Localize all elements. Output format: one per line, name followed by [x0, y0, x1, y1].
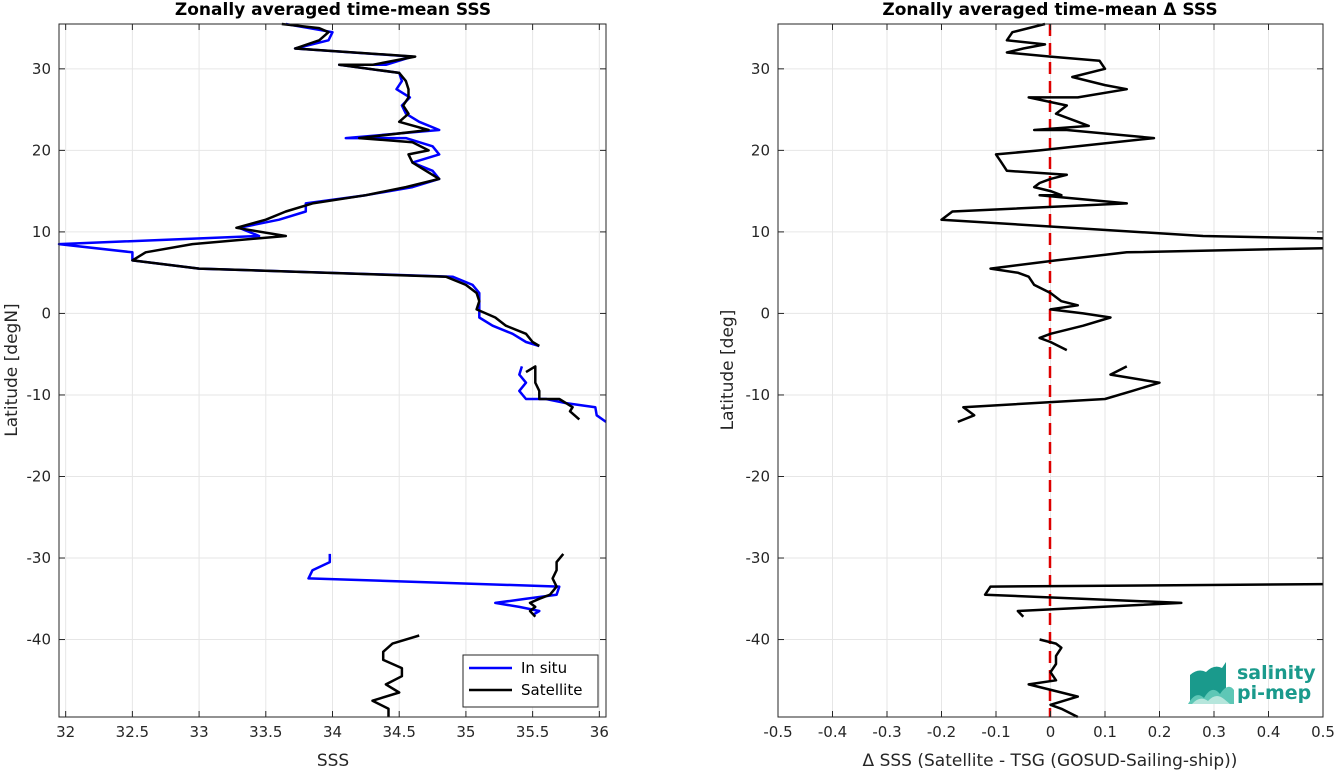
- sss-y-tick-label: -20: [27, 467, 52, 485]
- delta-sss-series-delta-line: [940, 22, 1324, 240]
- sss-ticks: 32 32.5 33 33.5 34 34.5 35 35.5 36 -40 -30 -20 -10 0 1…: [27, 24, 609, 741]
- sss-x-axis-label: SSS: [317, 751, 349, 770]
- delta-sss-panel: Zonally averaged time-mean Δ SSS -0.5 -0.…: [718, 0, 1335, 770]
- legend: In situ Satellite: [462, 654, 599, 708]
- sss-x-tick-label: 35.5: [516, 723, 549, 741]
- delta-sss-x-tick-label: -0.1: [981, 723, 1010, 741]
- sss-y-tick-label: -40: [27, 631, 52, 649]
- delta-sss-x-axis-label: Δ SSS (Satellite - TSG (GOSUD-Sailing-sh…: [863, 751, 1238, 770]
- sss-series-in-situ-line: [518, 366, 607, 423]
- legend-satellite-label: Satellite: [521, 681, 582, 699]
- legend-in-situ-label: In situ: [521, 659, 567, 677]
- delta-sss-x-tick-label: -0.3: [872, 723, 901, 741]
- delta-sss-x-tick-label: -0.4: [818, 723, 847, 741]
- sss-grid: [59, 24, 606, 717]
- delta-sss-y-tick-label: -30: [746, 549, 771, 567]
- delta-sss-x-tick-label: -0.2: [927, 723, 956, 741]
- legend-box: [462, 654, 599, 708]
- logo-text-line2: pi-mep: [1237, 682, 1311, 704]
- sss-y-tick-label: -10: [27, 386, 52, 404]
- sss-x-tick-label: 36: [590, 723, 609, 741]
- delta-sss-series-delta-line: [989, 246, 1324, 352]
- sss-series-satellite-line: [131, 22, 540, 348]
- delta-sss-y-tick-label: -20: [746, 467, 771, 485]
- delta-sss-x-tick-label: 0.2: [1148, 723, 1172, 741]
- delta-sss-x-tick-label: -0.5: [763, 723, 792, 741]
- delta-sss-series: [940, 22, 1324, 719]
- delta-sss-x-tick-label: 0: [1046, 723, 1056, 741]
- salinity-wave-logo-icon: [1188, 662, 1234, 704]
- sss-x-tick-label: 35: [456, 723, 475, 741]
- delta-sss-y-tick-label: 30: [751, 60, 770, 78]
- delta-sss-x-tick-label: 0.4: [1257, 723, 1281, 741]
- sss-x-tick-label: 34.5: [383, 723, 416, 741]
- sss-series-in-situ-line: [307, 553, 561, 617]
- delta-sss-series-delta-line: [1027, 638, 1080, 719]
- logo-text-line1: salinity: [1237, 662, 1316, 684]
- salinity-pi-mep-logo: salinity pi-mep: [1188, 662, 1316, 704]
- sss-y-axis-label: Latitude [degN]: [2, 303, 22, 436]
- sss-y-tick-label: 10: [32, 223, 51, 241]
- delta-sss-ticks: -0.5 -0.4 -0.3 -0.2 -0.1 0 0.1 0.2 0.3 0.4 0.5 -40 -…: [746, 24, 1335, 741]
- delta-sss-y-axis-label: Latitude [deg]: [718, 310, 738, 431]
- sss-y-tick-label: 20: [32, 141, 51, 159]
- delta-sss-x-tick-label: 0.1: [1093, 723, 1117, 741]
- sss-x-tick-label: 34: [323, 723, 342, 741]
- delta-sss-y-tick-label: 10: [751, 223, 770, 241]
- sss-panel: Zonally averaged time-mean SSS 32 32.5 33 3…: [2, 0, 609, 770]
- delta-sss-y-tick-label: -10: [746, 386, 771, 404]
- delta-sss-x-tick-label: 0.5: [1311, 723, 1335, 741]
- delta-sss-chart-title: Zonally averaged time-mean Δ SSS: [882, 0, 1217, 20]
- sss-y-tick-label: -30: [27, 549, 52, 567]
- sss-series-satellite-line: [371, 634, 420, 717]
- sss-y-tick-label: 0: [41, 304, 51, 322]
- sss-x-tick-label: 33.5: [249, 723, 282, 741]
- delta-sss-series-delta-line: [983, 582, 1324, 618]
- sss-x-tick-label: 32: [56, 723, 75, 741]
- sss-x-tick-label: 32.5: [116, 723, 149, 741]
- sss-y-tick-label: 30: [32, 60, 51, 78]
- delta-sss-y-tick-label: 20: [751, 141, 770, 159]
- sss-series-satellite-line: [525, 365, 581, 421]
- delta-sss-x-tick-label: 0.3: [1202, 723, 1226, 741]
- delta-sss-y-tick-label: 0: [760, 304, 770, 322]
- delta-sss-series-delta-line: [957, 365, 1161, 424]
- sss-chart-title: Zonally averaged time-mean SSS: [175, 0, 491, 20]
- sss-series-satellite-line: [528, 553, 565, 618]
- sss-series: [57, 22, 607, 717]
- sss-x-tick-label: 33: [190, 723, 209, 741]
- delta-sss-y-tick-label: -40: [746, 631, 771, 649]
